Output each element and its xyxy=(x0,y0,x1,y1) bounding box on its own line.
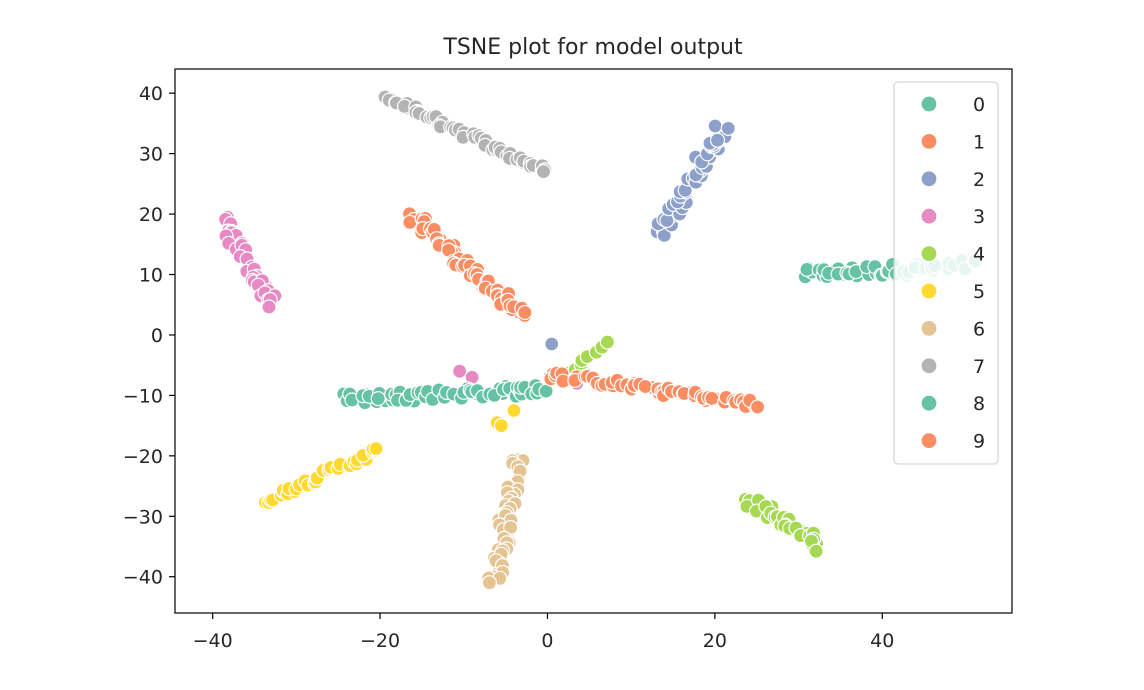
legend-label-1: 1 xyxy=(973,131,985,153)
legend-label-0: 0 xyxy=(973,94,985,116)
point-4 xyxy=(599,334,616,350)
x-tick-label: −20 xyxy=(360,630,400,652)
chart-title: TSNE plot for model output xyxy=(442,35,743,60)
legend-marker-2 xyxy=(920,170,938,188)
y-tick-label: 30 xyxy=(139,144,163,166)
legend-marker-9 xyxy=(920,432,938,450)
point-9 xyxy=(637,378,653,395)
y-tick-label: −10 xyxy=(123,385,163,407)
y-tick-label: 0 xyxy=(151,325,163,347)
legend-marker-7 xyxy=(920,357,938,375)
legend-box xyxy=(893,81,999,465)
legend-label-7: 7 xyxy=(973,356,985,378)
point-9 xyxy=(749,399,766,415)
point-7 xyxy=(535,164,552,180)
point-3 xyxy=(261,299,277,315)
legend-label-4: 4 xyxy=(973,244,985,266)
legend-marker-3 xyxy=(920,207,938,225)
series-5 xyxy=(257,402,522,511)
point-6 xyxy=(481,575,497,591)
plot-frame xyxy=(174,68,1013,614)
legend-marker-5 xyxy=(920,282,938,300)
legend-label-2: 2 xyxy=(973,169,985,191)
series-1 xyxy=(401,206,533,324)
y-tick-label: −20 xyxy=(123,446,163,468)
series-2 xyxy=(544,118,736,352)
series-4 xyxy=(545,334,825,559)
x-tick-label: 40 xyxy=(870,630,894,652)
point-4 xyxy=(808,543,824,559)
series-8 xyxy=(336,377,554,411)
series-9 xyxy=(542,365,766,415)
point-3 xyxy=(452,363,468,379)
legend-label-5: 5 xyxy=(973,281,985,303)
points-layer xyxy=(218,89,983,591)
legend-marker-6 xyxy=(920,319,938,337)
x-tick-label: 20 xyxy=(703,630,727,652)
legend-label-3: 3 xyxy=(973,206,985,228)
point-2 xyxy=(720,120,736,136)
legend-label-6: 6 xyxy=(973,318,985,340)
series-3 xyxy=(218,209,585,391)
y-tick-label: −40 xyxy=(123,567,163,589)
legend-marker-0 xyxy=(920,95,938,113)
point-9 xyxy=(704,390,720,406)
y-tick-label: 40 xyxy=(139,83,163,105)
legend-marker-1 xyxy=(920,132,938,150)
point-2 xyxy=(709,132,726,148)
series-7 xyxy=(377,89,553,180)
point-2 xyxy=(656,227,672,243)
series-6 xyxy=(481,452,531,591)
point-5 xyxy=(506,402,522,419)
x-tick-label: 0 xyxy=(541,630,553,652)
point-5 xyxy=(493,418,509,434)
y-tick-label: 20 xyxy=(139,204,163,226)
y-tick-label: 10 xyxy=(139,265,163,287)
legend: 0 1 2 3 4 5 6 7 8 9 xyxy=(893,81,999,465)
point-1 xyxy=(517,304,533,321)
point-8 xyxy=(370,391,386,407)
point-5 xyxy=(368,441,384,457)
legend-marker-8 xyxy=(920,394,938,412)
legend-marker-4 xyxy=(920,245,938,263)
point-2 xyxy=(544,336,560,352)
y-tick-label: −30 xyxy=(123,506,163,528)
legend-label-8: 8 xyxy=(973,393,985,415)
legend-label-9: 9 xyxy=(973,431,985,453)
point-2 xyxy=(707,118,723,134)
x-tick-label: −40 xyxy=(193,630,233,652)
